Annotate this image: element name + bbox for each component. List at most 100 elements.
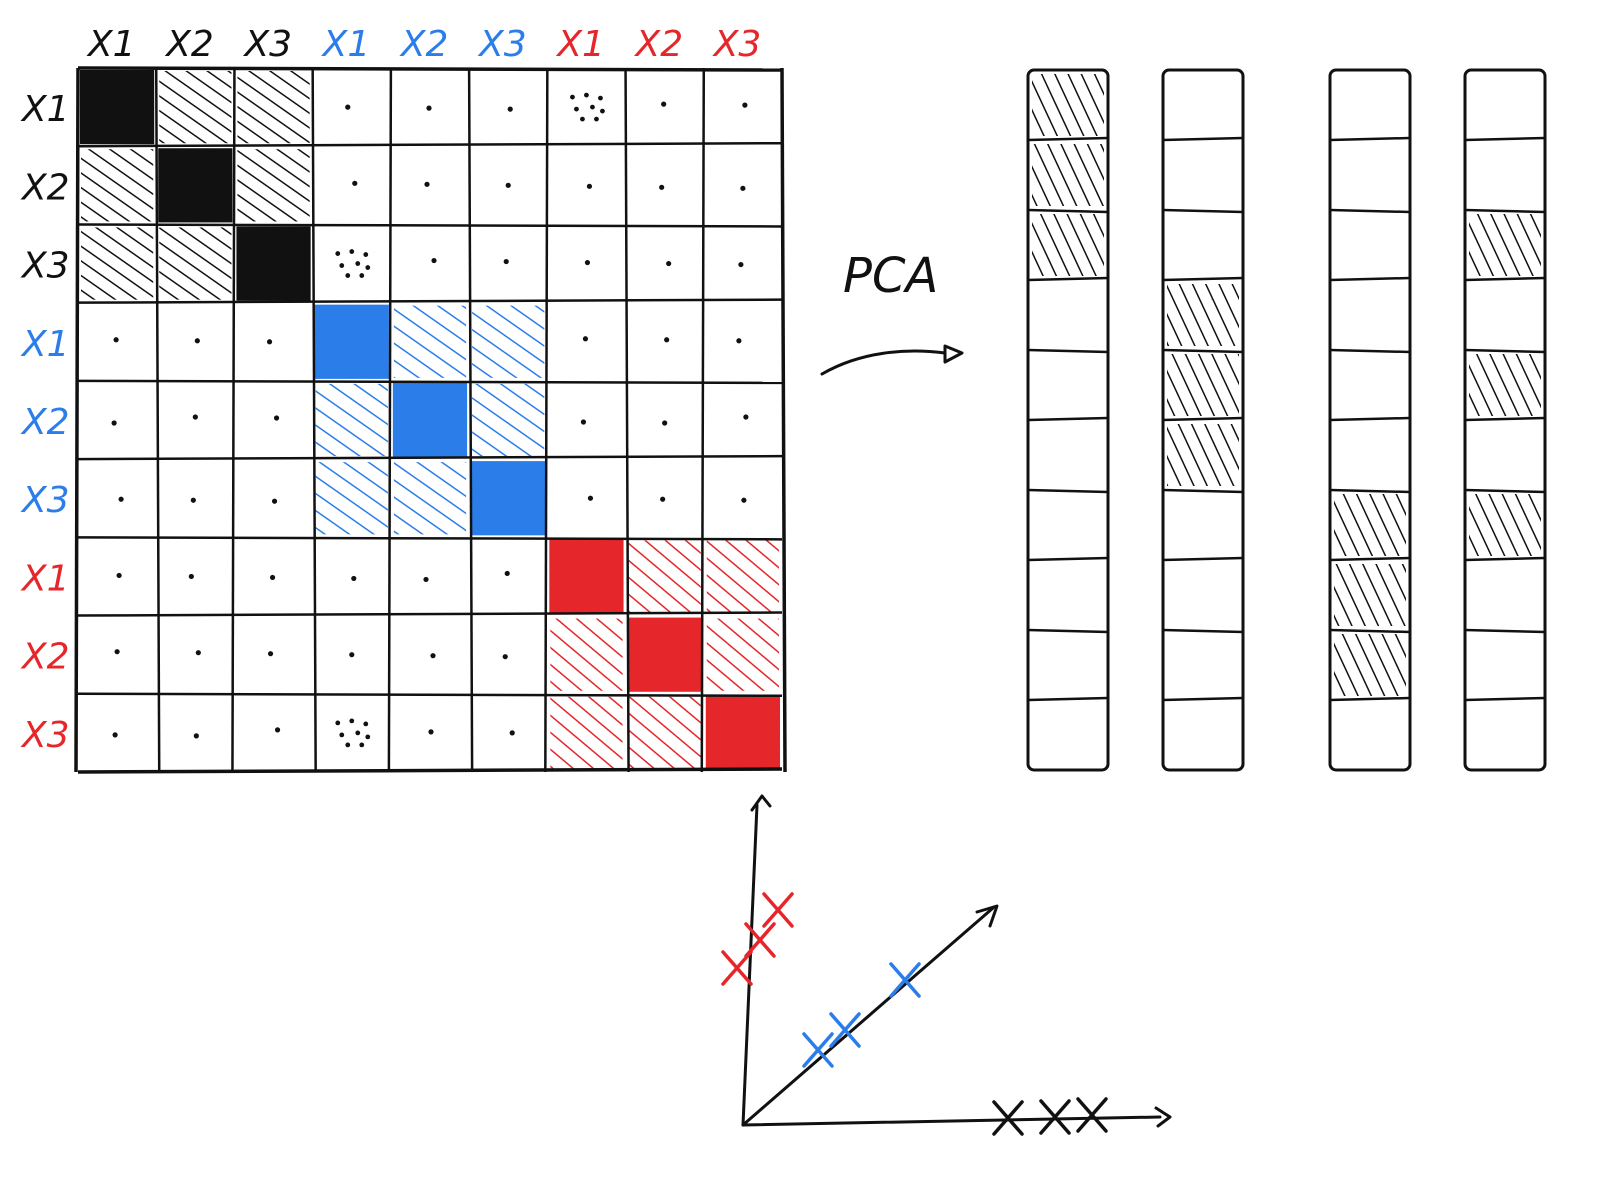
matrix-cell bbox=[661, 101, 667, 107]
column-label: X1 bbox=[321, 24, 371, 65]
row-label: X2 bbox=[20, 637, 70, 678]
matrix-cell bbox=[740, 185, 746, 191]
matrix-cell bbox=[666, 260, 672, 267]
column-label: X2 bbox=[634, 24, 684, 65]
matrix-cell bbox=[118, 496, 124, 502]
matrix-cell bbox=[705, 695, 780, 770]
matrix-cell bbox=[424, 181, 430, 187]
column-label: X1 bbox=[86, 24, 136, 65]
red-point bbox=[762, 892, 794, 928]
matrix-cell bbox=[587, 495, 594, 501]
matrix-cell bbox=[664, 337, 670, 343]
matrix-cell bbox=[392, 382, 468, 458]
matrix-cell bbox=[549, 539, 624, 614]
matrix-cell bbox=[423, 576, 429, 583]
blue-point bbox=[802, 1032, 834, 1068]
pca-arrow: PCA bbox=[820, 248, 964, 376]
matrix-cell bbox=[741, 497, 747, 503]
matrix-cell bbox=[159, 227, 232, 300]
matrix-cell bbox=[80, 70, 155, 145]
matrix-cell bbox=[627, 617, 702, 692]
matrix-cell bbox=[628, 540, 701, 613]
matrix-cell bbox=[113, 337, 119, 343]
y-axis bbox=[741, 803, 759, 1127]
black-point bbox=[1076, 1097, 1108, 1133]
column-label: X2 bbox=[164, 24, 214, 65]
matrix-cell bbox=[584, 259, 591, 266]
matrix-row-labels: X1 X2 X3 X1 X2 X3 X1 X2 X3 bbox=[20, 89, 70, 756]
black-point bbox=[1039, 1099, 1071, 1135]
matrix-cell bbox=[743, 414, 749, 420]
matrix-cell bbox=[335, 718, 371, 748]
matrix-cell bbox=[659, 184, 665, 190]
column-label: X1 bbox=[555, 24, 605, 65]
matrix-cell bbox=[393, 462, 467, 535]
matrix-cell bbox=[237, 71, 310, 144]
matrix-cell bbox=[426, 105, 432, 111]
matrix-column-labels: X1 X2 X3 X1 X2 X3 X1 X2 X3 bbox=[86, 24, 761, 65]
row-label: X1 bbox=[20, 324, 70, 365]
row-label: X2 bbox=[20, 402, 70, 443]
matrix-cell bbox=[269, 574, 276, 581]
row-label: X3 bbox=[20, 246, 70, 287]
matrix-cell bbox=[314, 304, 389, 379]
matrix-cell bbox=[706, 618, 779, 691]
matrix-cell bbox=[274, 727, 281, 733]
component-3 bbox=[1328, 68, 1412, 772]
correlation-matrix bbox=[74, 66, 787, 774]
matrix-cell bbox=[237, 149, 310, 222]
y-axis-arrowhead bbox=[750, 794, 772, 812]
matrix-cell bbox=[81, 149, 154, 222]
matrix-cell bbox=[580, 419, 587, 425]
matrix-cell bbox=[471, 461, 546, 536]
matrix-cell bbox=[195, 650, 201, 656]
component-4 bbox=[1463, 68, 1547, 772]
matrix-cell bbox=[507, 106, 513, 112]
component-1 bbox=[1026, 68, 1110, 772]
matrix-cell bbox=[586, 183, 593, 189]
matrix-grid bbox=[74, 66, 787, 774]
matrix-cell bbox=[628, 696, 701, 769]
matrix-cell bbox=[159, 71, 232, 144]
matrix-cell bbox=[570, 92, 605, 122]
matrix-cell bbox=[116, 572, 122, 579]
component-2 bbox=[1161, 68, 1245, 772]
matrix-cell bbox=[582, 336, 589, 342]
matrix-cell bbox=[504, 570, 510, 577]
matrix-cell bbox=[660, 496, 666, 502]
scatter-plot bbox=[721, 794, 1172, 1136]
matrix-cell bbox=[267, 651, 274, 657]
matrix-cell bbox=[194, 338, 200, 344]
matrix-cell bbox=[335, 249, 371, 278]
diagonal-arrowhead bbox=[975, 904, 999, 928]
matrix-cell bbox=[428, 729, 434, 735]
diagonal-axis bbox=[741, 906, 995, 1127]
matrix-cell bbox=[736, 338, 742, 344]
row-label: X1 bbox=[20, 89, 70, 130]
matrix-cell bbox=[192, 414, 198, 420]
row-label: X3 bbox=[20, 715, 70, 756]
matrix-cell bbox=[266, 339, 273, 345]
matrix-cell bbox=[315, 462, 388, 535]
blue-point bbox=[889, 962, 921, 998]
matrix-cell bbox=[472, 305, 545, 378]
matrix-cell bbox=[158, 148, 233, 223]
row-label: X2 bbox=[20, 167, 70, 208]
matrix-cell bbox=[193, 733, 199, 739]
matrix-cell bbox=[345, 104, 351, 110]
matrix-cell bbox=[271, 498, 278, 504]
x-axis-arrowhead bbox=[1154, 1106, 1172, 1128]
column-label: X3 bbox=[477, 24, 527, 65]
matrix-cell bbox=[502, 654, 508, 660]
matrix-cell bbox=[706, 540, 779, 613]
matrix-cell bbox=[315, 383, 388, 457]
matrix-cell bbox=[431, 257, 437, 264]
matrix-cell bbox=[236, 226, 311, 301]
blue-point bbox=[829, 1012, 861, 1048]
matrix-cell bbox=[472, 383, 545, 457]
matrix-cell bbox=[111, 420, 117, 426]
principal-components bbox=[1026, 68, 1547, 772]
matrix-cell bbox=[188, 573, 194, 580]
matrix-cell bbox=[662, 420, 668, 426]
